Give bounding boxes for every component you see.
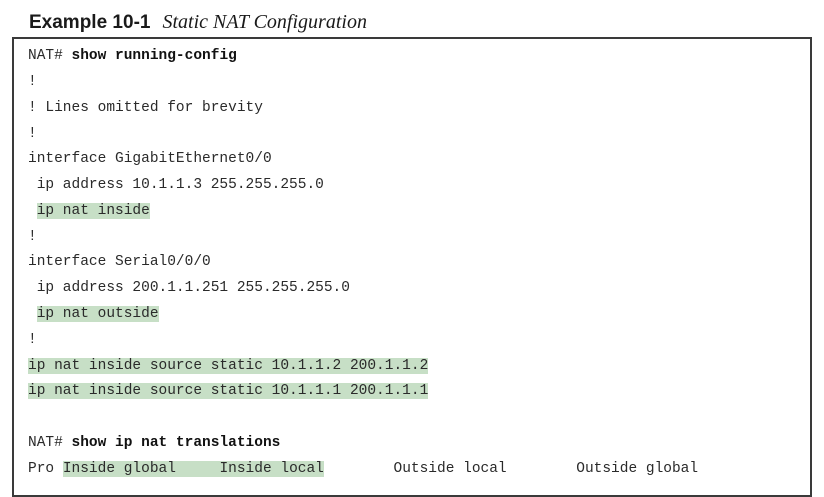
config-line: ! xyxy=(28,74,37,90)
config-line: ! xyxy=(28,126,37,142)
nat-table-header: Pro Inside global Inside local Outside l… xyxy=(28,459,698,479)
config-nat-inside-line: ip nat inside xyxy=(28,201,150,221)
config-nat-outside-line: ip nat outside xyxy=(28,304,159,324)
config-interface-line: interface Serial0/0/0 xyxy=(28,254,211,270)
example-title: Static NAT Configuration xyxy=(162,11,367,33)
example-number: Example 10-1 xyxy=(29,12,151,33)
config-comment-line: ! Lines omitted for brevity xyxy=(28,100,263,116)
cli-command: show ip nat translations xyxy=(71,435,281,451)
config-line: ! xyxy=(28,332,37,348)
command-line-show-running-config: NAT# show running-config xyxy=(28,46,237,66)
example-caption: Example 10-1 Static NAT Configuration xyxy=(29,9,367,35)
highlighted-config: ip nat inside source static 10.1.1.2 200… xyxy=(28,358,429,374)
highlighted-config: ip nat outside xyxy=(36,306,159,322)
cli-prompt: NAT# xyxy=(28,435,72,451)
cli-command: show running-config xyxy=(71,48,237,64)
header-outside-local: Outside local xyxy=(393,461,507,477)
header-pro: Pro xyxy=(28,461,63,477)
config-line: ! xyxy=(28,229,37,245)
config-interface-line: interface GigabitEthernet0/0 xyxy=(28,151,272,167)
config-nat-static-line: ip nat inside source static 10.1.1.2 200… xyxy=(28,356,429,376)
highlighted-config: ip nat inside source static 10.1.1.1 200… xyxy=(28,383,429,399)
cli-prompt: NAT# xyxy=(28,48,72,64)
command-line-show-ip-nat-translations: NAT# show ip nat translations xyxy=(28,433,280,453)
header-outside-global: Outside global xyxy=(576,461,699,477)
highlighted-config: ip nat inside xyxy=(36,203,150,219)
config-nat-static-line: ip nat inside source static 10.1.1.1 200… xyxy=(28,381,429,401)
config-ip-address-line: ip address 200.1.1.251 255.255.255.0 xyxy=(28,280,350,296)
header-inside-global: Inside global Inside local xyxy=(62,461,324,477)
config-ip-address-line: ip address 10.1.1.3 255.255.255.0 xyxy=(28,177,324,193)
